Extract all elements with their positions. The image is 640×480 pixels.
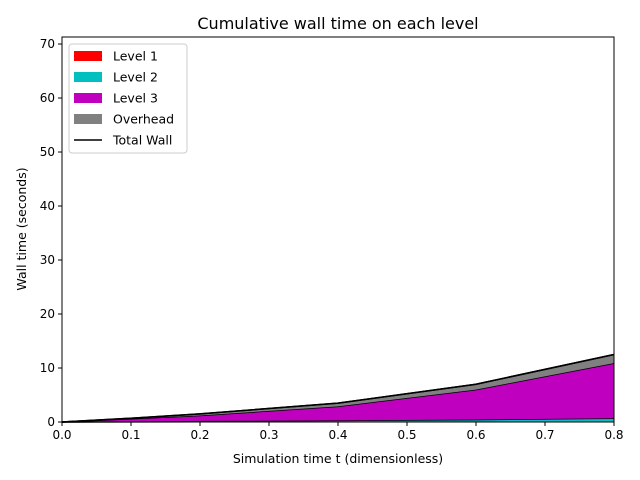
y-tick-label: 50	[40, 145, 55, 159]
x-tick-label: 0.1	[121, 428, 140, 442]
x-tick-label: 0.7	[535, 428, 554, 442]
y-tick-label: 70	[40, 37, 55, 51]
y-tick-label: 10	[40, 361, 55, 375]
y-tick-label: 40	[40, 199, 55, 213]
legend-label: Level 2	[113, 70, 158, 85]
y-tick-label: 30	[40, 253, 55, 267]
x-tick-label: 0.8	[604, 428, 623, 442]
x-tick-label: 0.4	[328, 428, 347, 442]
x-tick-label: 0.0	[52, 428, 71, 442]
legend: Level 1 Level 2 Level 3 Overhead Total Wall	[68, 43, 188, 154]
x-tick-label: 0.2	[190, 428, 209, 442]
legend-box	[68, 43, 188, 154]
legend-label: Level 1	[113, 49, 158, 64]
y-tick-label: 0	[47, 415, 55, 429]
x-axis-label: Simulation time t (dimensionless)	[233, 451, 443, 466]
x-tick-label: 0.5	[397, 428, 416, 442]
x-tick-label: 0.6	[466, 428, 485, 442]
legend-label: Total Wall	[112, 133, 172, 148]
x-tick-label: 0.3	[259, 428, 278, 442]
y-tick-label: 60	[40, 91, 55, 105]
legend-swatch	[74, 114, 102, 124]
y-tick-label: 20	[40, 307, 55, 321]
legend-swatch	[74, 93, 102, 103]
legend-label: Overhead	[113, 112, 174, 127]
chart-title: Cumulative wall time on each level	[197, 14, 478, 33]
area-level-3	[62, 363, 614, 422]
y-axis-label: Wall time (seconds)	[14, 167, 29, 290]
legend-label: Level 3	[113, 91, 158, 106]
total-wall-line	[61, 353, 615, 423]
legend-swatch	[74, 51, 102, 61]
legend-swatch	[74, 72, 102, 82]
